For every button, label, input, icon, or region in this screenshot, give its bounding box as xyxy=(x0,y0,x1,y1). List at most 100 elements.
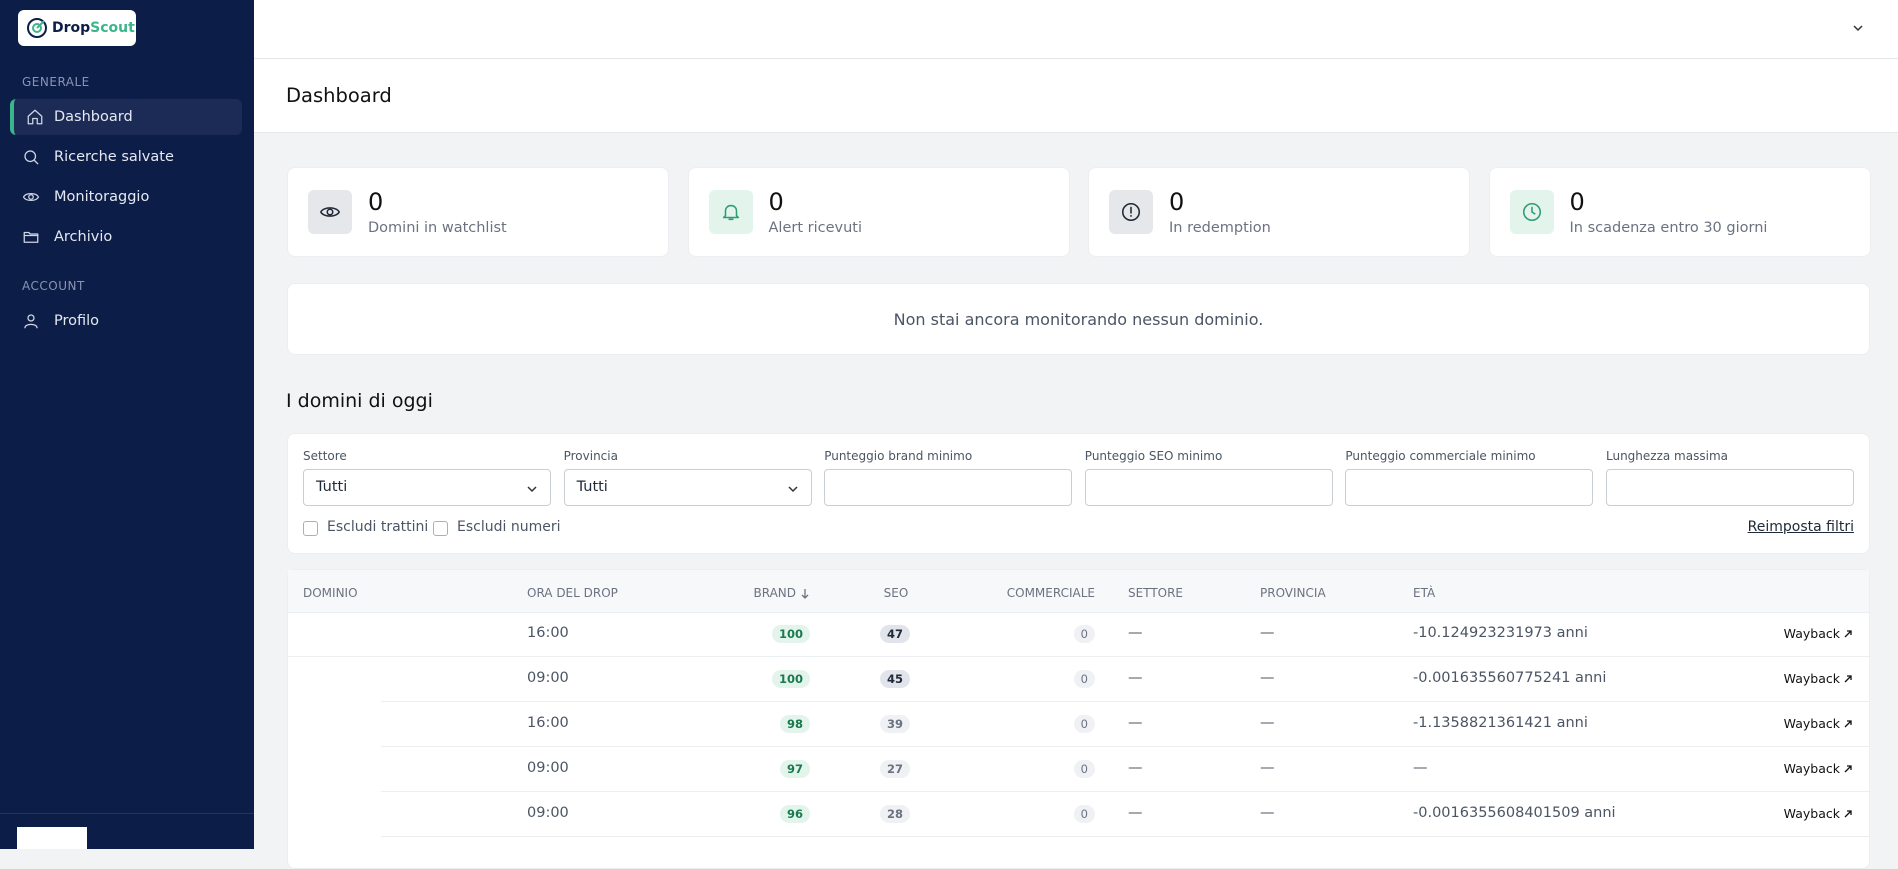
filter-input[interactable]: Tutti xyxy=(303,469,551,506)
filter-input[interactable]: Tutti xyxy=(563,469,812,506)
seo-score: 27 xyxy=(880,760,911,778)
row-divider xyxy=(288,656,1869,657)
checkbox[interactable] xyxy=(303,521,318,536)
checkbox-label: Escludi trattini xyxy=(327,519,429,535)
table-header-cell: ETÀ xyxy=(1413,586,1436,600)
filter-label: Punteggio brand minimo xyxy=(824,449,973,463)
seo-score: 47 xyxy=(880,625,911,643)
wayback-link[interactable]: Wayback xyxy=(1783,806,1840,821)
province: — xyxy=(1260,715,1275,731)
wayback-link[interactable]: Wayback xyxy=(1783,716,1840,731)
user-box[interactable] xyxy=(17,827,87,849)
brand-score: 98 xyxy=(779,715,810,733)
table-header-cell: SEO xyxy=(883,586,909,600)
row-divider xyxy=(381,836,1869,837)
province: — xyxy=(1260,625,1275,641)
reset-filters-link[interactable]: Reimposta filtri xyxy=(1747,519,1854,535)
age: -10.124923231973 anni xyxy=(1413,625,1588,641)
filter-input[interactable] xyxy=(1345,469,1594,506)
title-bar: Dashboard xyxy=(254,59,1898,133)
commercial-score: 0 xyxy=(1073,670,1095,688)
table-header-cell: SETTORE xyxy=(1128,586,1184,600)
drop-time: 09:00 xyxy=(527,760,569,776)
filter-label: Lunghezza massima xyxy=(1606,449,1728,463)
sidebar: Drop Scout GENERALE Dashboard Ricerche salv… xyxy=(0,0,254,849)
external-icon xyxy=(1844,810,1852,818)
wayback-link[interactable]: Wayback xyxy=(1783,626,1840,641)
row-divider xyxy=(381,746,1869,747)
top-bar xyxy=(254,0,1898,59)
stat-label: In scadenza entro 30 giorni xyxy=(1569,220,1768,236)
logo-icon xyxy=(27,18,47,38)
icon xyxy=(23,231,39,243)
stat-value: 0 xyxy=(368,188,384,216)
content: Non stai ancora monitorando nessun domin… xyxy=(286,167,1871,869)
nav-item[interactable]: Dashboard xyxy=(10,99,242,135)
nav-item[interactable]: Profilo xyxy=(10,303,242,339)
filter-label: Provincia xyxy=(563,449,618,463)
table-header-cell: COMMERCIALE xyxy=(1006,586,1095,600)
icon xyxy=(24,314,38,329)
sort-arrow xyxy=(801,589,809,599)
stat-label: Domini in watchlist xyxy=(368,220,507,236)
filter-input[interactable] xyxy=(1606,469,1854,506)
icon xyxy=(722,204,739,221)
table-header-cell: DOMINIO xyxy=(303,586,358,600)
drop-time: 09:00 xyxy=(527,805,569,821)
divider xyxy=(0,813,254,814)
nav-item[interactable]: Monitoraggio xyxy=(10,179,242,215)
drop-time: 16:00 xyxy=(527,715,569,731)
icon xyxy=(27,109,43,125)
filter-input[interactable] xyxy=(1084,469,1333,506)
commercial-score: 0 xyxy=(1073,805,1095,823)
stat-icon xyxy=(308,190,352,234)
seo-score: 45 xyxy=(880,670,911,688)
wayback-link[interactable]: Wayback xyxy=(1783,761,1840,776)
row-divider xyxy=(381,701,1869,702)
stat-icon xyxy=(1509,190,1554,234)
stat-icon xyxy=(1109,190,1153,234)
stat-icon xyxy=(708,190,753,234)
sector: — xyxy=(1128,805,1143,821)
checkbox-label: Escludi numeri xyxy=(457,519,561,535)
wayback-link[interactable]: Wayback xyxy=(1783,671,1840,686)
stat-card: 0 Alert ricevuti xyxy=(687,167,1070,257)
brand-score: 96 xyxy=(779,805,810,823)
sector: — xyxy=(1128,715,1143,731)
icon xyxy=(1121,202,1141,222)
icon xyxy=(1522,202,1541,222)
stat-value: 0 xyxy=(1169,188,1185,216)
drop-time: 16:00 xyxy=(527,625,569,641)
brand-score: 100 xyxy=(771,670,810,688)
icon xyxy=(320,207,340,217)
empty-message: Non stai ancora monitorando nessun domin… xyxy=(287,283,1870,355)
nav-section-title: ACCOUNT xyxy=(22,279,85,293)
nav-item[interactable]: Ricerche salvate xyxy=(10,139,242,175)
age: -0.001635560775241 anni xyxy=(1413,670,1607,686)
table-header xyxy=(288,570,1869,613)
filter-input[interactable] xyxy=(824,469,1073,506)
stat-card: 0 In redemption xyxy=(1088,167,1470,257)
commercial-score: 0 xyxy=(1073,625,1095,643)
sector: — xyxy=(1128,760,1143,776)
external-icon xyxy=(1844,765,1852,773)
table-header-cell[interactable]: BRAND xyxy=(753,586,810,600)
seo-score: 39 xyxy=(880,715,911,733)
page-title: Dashboard xyxy=(286,84,392,107)
nav-section-title: GENERALE xyxy=(22,75,90,89)
checkbox[interactable] xyxy=(433,521,448,536)
brand-score: 100 xyxy=(771,625,810,643)
nav-item[interactable]: Archivio xyxy=(10,219,242,255)
province: — xyxy=(1260,670,1275,686)
seo-score: 28 xyxy=(880,805,911,823)
external-icon xyxy=(1844,630,1852,638)
stat-card: 0 In scadenza entro 30 giorni xyxy=(1488,167,1871,257)
menu-chevron[interactable] xyxy=(1852,22,1864,34)
select-chevron xyxy=(788,486,798,493)
filter-label: Punteggio SEO minimo xyxy=(1084,449,1223,463)
logo[interactable]: Drop Scout xyxy=(18,10,136,46)
age: — xyxy=(1413,760,1428,776)
sector: — xyxy=(1128,670,1143,686)
external-icon xyxy=(1844,720,1852,728)
